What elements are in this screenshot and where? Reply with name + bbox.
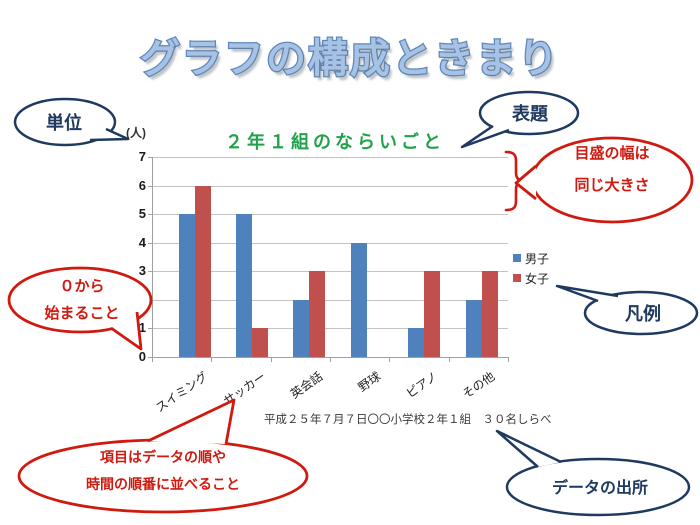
x-axis-tick (330, 358, 331, 362)
gridline (152, 185, 508, 187)
bar-男子-スイミング (178, 214, 195, 357)
tick-width-callout: 目盛の幅は 同じ大きさ (514, 136, 694, 224)
bar-女子-ピアノ (424, 271, 441, 357)
chart-title-callout-bubble (478, 90, 580, 136)
data-source-callout-tail (495, 429, 562, 468)
y-axis-tick (148, 242, 152, 244)
legend-label: 男子 (525, 251, 550, 266)
data-source-callout-label: データの出所 (552, 478, 648, 497)
chart-title: ２年１組のならいごと (225, 132, 445, 152)
legend-swatch (513, 254, 521, 262)
zero-start-callout: ０から 始まること (7, 266, 153, 351)
data-source-caption: 平成２５年７月７日〇〇小学校２年１組 ３０名しらべ (264, 414, 552, 426)
y-axis-tick (148, 214, 152, 216)
legend-item: 女子 (513, 268, 549, 288)
tick-width-callout-line1: 目盛の幅は (574, 144, 649, 162)
zero-start-callout-line1: ０から (59, 278, 104, 295)
item-order-callout-line2: 時間の順番に並べること (86, 476, 240, 492)
bar-男子-野球 (350, 242, 367, 357)
legend-callout-tail (555, 284, 619, 303)
bar-女子-スイミング (194, 185, 211, 357)
item-order-callout-tail (147, 398, 236, 445)
gridline (152, 157, 508, 158)
y-axis-tick (148, 185, 152, 187)
y-axis-label: 3 (138, 263, 146, 279)
y-axis-tick (148, 271, 152, 273)
zero-start-callout-line2: 始まること (44, 304, 119, 322)
legend-callout-label: 凡例 (625, 303, 661, 324)
unit-callout-bubble (13, 97, 117, 147)
chart-title-callout-label: 表題 (512, 103, 549, 124)
legend-item: 男子 (513, 248, 549, 268)
legend-callout: 凡例 (555, 284, 699, 336)
y-axis-label: 1 (138, 320, 146, 336)
bar-女子-英会話 (309, 271, 326, 357)
gridline (152, 299, 508, 301)
bar-女子-その他 (481, 271, 498, 357)
x-axis-tick (270, 358, 272, 362)
item-order-callout: 項目はデータの順や 時間の順番に並べること (17, 398, 309, 514)
y-axis-label: 5 (138, 206, 146, 222)
y-axis-label: 0 (138, 349, 146, 364)
page-title: グラフの構成ときまり (139, 36, 560, 83)
y-axis-tick (148, 157, 152, 158)
x-axis-tick (211, 358, 213, 362)
x-axis-tick (389, 358, 391, 362)
legend-callout-bubble (583, 290, 699, 336)
y-axis-tick (148, 328, 152, 330)
data-source-callout-bubble (505, 457, 691, 517)
y-axis-label: 4 (138, 234, 146, 250)
tick-width-callout-line2: 同じ大きさ (574, 176, 649, 194)
y-axis-unit-label: (人) (126, 126, 146, 140)
gridline (152, 214, 508, 216)
y-axis-label: 6 (138, 177, 146, 193)
y-axis-label: 7 (138, 149, 146, 164)
unit-callout-tail (89, 127, 130, 142)
bar-男子-ピアノ (408, 328, 425, 357)
legend: 男子 女子 (513, 248, 549, 288)
zero-start-callout-tail (110, 311, 143, 351)
gridline (152, 328, 508, 330)
x-axis-tick (508, 358, 509, 362)
gridline (152, 271, 508, 273)
bar-男子-その他 (465, 299, 482, 357)
item-order-callout-line1: 項目はデータの順や (100, 449, 226, 465)
y-axis-tick (148, 357, 152, 358)
x-axis-tick (448, 358, 450, 362)
data-source-callout: データの出所 (495, 429, 691, 517)
y-axis-line (152, 157, 153, 357)
zero-start-callout-bubble (7, 266, 153, 334)
unit-callout-label: 単位 (46, 112, 82, 133)
bar-男子-英会話 (293, 299, 310, 357)
unit-callout: 単位 (13, 97, 130, 147)
chart-title-callout: 表題 (460, 90, 580, 149)
chart-title-callout-tail (460, 124, 510, 149)
bar-女子-サッカー (251, 328, 268, 357)
legend-swatch (513, 274, 521, 282)
legend-label: 女子 (525, 271, 550, 286)
gridline (152, 242, 508, 244)
bar-男子-サッカー (235, 214, 252, 357)
tick-width-callout-tail (514, 164, 537, 201)
x-axis-tick (152, 358, 153, 362)
x-axis-line (152, 357, 509, 358)
